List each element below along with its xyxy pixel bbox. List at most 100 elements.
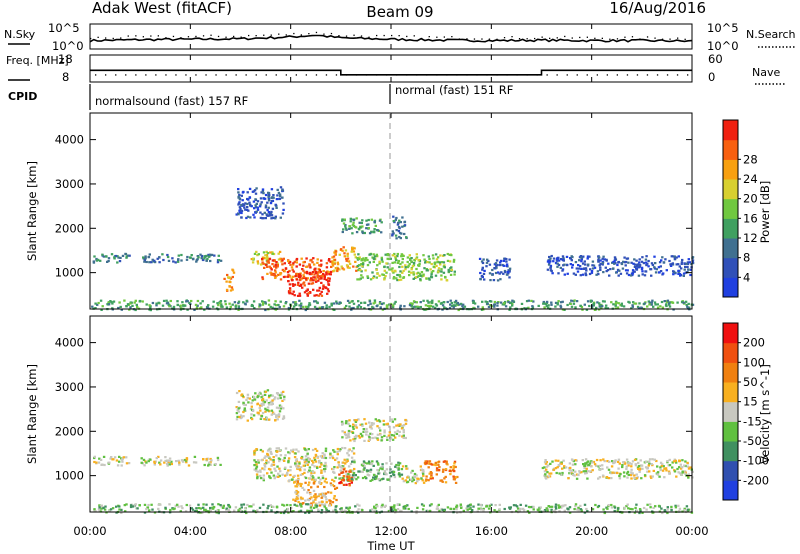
power-cell	[292, 270, 295, 273]
power-cell	[135, 303, 138, 306]
velocity-cell	[367, 469, 370, 472]
velocity-cell	[638, 508, 642, 511]
velocity-cell	[526, 510, 530, 513]
power-cell	[134, 299, 137, 302]
power-cell	[506, 271, 510, 274]
velocity-cell	[573, 508, 576, 511]
velocity-cell	[581, 459, 584, 462]
power-cell	[505, 260, 508, 263]
velocity-cell	[272, 460, 275, 463]
velocity-cell	[260, 404, 263, 407]
power-cell	[441, 308, 444, 311]
velocity-cell	[347, 475, 351, 478]
power-cell	[393, 302, 396, 305]
velocity-cell	[134, 503, 137, 506]
power-cell	[620, 304, 624, 307]
power-cell	[111, 302, 114, 305]
velocity-cell	[324, 449, 328, 453]
velocity-cell	[589, 470, 592, 473]
power-cell	[449, 273, 453, 276]
power-cell	[596, 270, 600, 273]
velocity-cell	[197, 503, 200, 506]
velocity-cell	[353, 435, 357, 438]
power-cell	[408, 263, 411, 266]
power-cell	[301, 305, 305, 308]
power-cell	[240, 211, 243, 215]
velocity-cell	[275, 414, 278, 417]
colorbar-segment	[723, 342, 738, 363]
power-cell	[313, 263, 316, 266]
velocity-cell	[427, 479, 430, 482]
velocity-cell	[362, 468, 365, 471]
velocity-cell	[554, 507, 558, 510]
velocity-cell	[401, 424, 404, 427]
power-cell	[392, 271, 395, 274]
velocity-cell	[686, 465, 689, 468]
power-cell	[572, 302, 576, 305]
power-cell	[133, 301, 136, 304]
velocity-cell	[302, 502, 305, 505]
velocity-cell	[302, 464, 305, 467]
velocity-cell	[339, 481, 342, 484]
velocity-cell	[208, 461, 211, 464]
power-cell	[640, 260, 644, 263]
power-cell	[436, 256, 440, 259]
power-cell	[358, 267, 361, 270]
velocity-cell	[583, 467, 586, 470]
power-cell	[459, 302, 463, 305]
velocity-cell	[314, 478, 317, 481]
velocity-cell	[601, 464, 604, 467]
power-cell	[659, 305, 662, 308]
power-cell	[481, 300, 484, 303]
velocity-cell	[349, 430, 352, 433]
power-cell	[665, 303, 668, 306]
velocity-cell	[664, 467, 668, 470]
power-cell	[298, 273, 301, 276]
velocity-cell	[616, 509, 619, 512]
velocity-cell	[415, 511, 418, 515]
power-cell	[353, 225, 357, 228]
velocity-cell	[205, 458, 208, 461]
velocity-cell	[381, 468, 384, 471]
velocity-cell	[309, 506, 313, 509]
power-cell	[571, 263, 574, 267]
power-cell	[550, 301, 553, 304]
power-cell	[270, 214, 274, 217]
power-cell	[328, 273, 331, 276]
power-cell	[252, 213, 255, 216]
velocity-cell	[359, 423, 362, 426]
nave-point	[125, 74, 127, 76]
power-cell	[277, 252, 280, 255]
power-cell	[333, 251, 336, 254]
power-cell	[350, 307, 353, 310]
power-cell	[421, 274, 424, 277]
velocity-cell	[238, 390, 241, 393]
velocity-cell	[629, 507, 632, 511]
velocity-cell	[372, 422, 375, 425]
power-cell	[435, 264, 438, 267]
power-cell	[617, 302, 620, 305]
power-cell	[92, 260, 95, 263]
velocity-cell	[314, 447, 317, 451]
power-cell	[264, 301, 267, 304]
power-cell	[543, 302, 546, 305]
power-cell	[384, 253, 387, 256]
power-cell	[112, 300, 116, 303]
noise-search-point	[360, 35, 363, 37]
noise-search-point	[413, 35, 415, 37]
power-cell	[633, 258, 636, 261]
power-cell	[415, 267, 418, 271]
velocity-cell	[347, 432, 350, 435]
velocity-cell	[334, 476, 337, 479]
power-cell	[336, 267, 340, 270]
velocity-cell	[299, 466, 303, 469]
power-cell	[110, 301, 113, 304]
power-cell	[116, 255, 119, 258]
velocity-cell	[322, 456, 326, 459]
velocity-cell	[379, 467, 382, 470]
velocity-cell	[174, 504, 177, 507]
velocity-cell	[650, 463, 653, 466]
power-cell	[371, 271, 374, 274]
power-cell	[634, 263, 637, 266]
velocity-cell	[658, 475, 661, 478]
